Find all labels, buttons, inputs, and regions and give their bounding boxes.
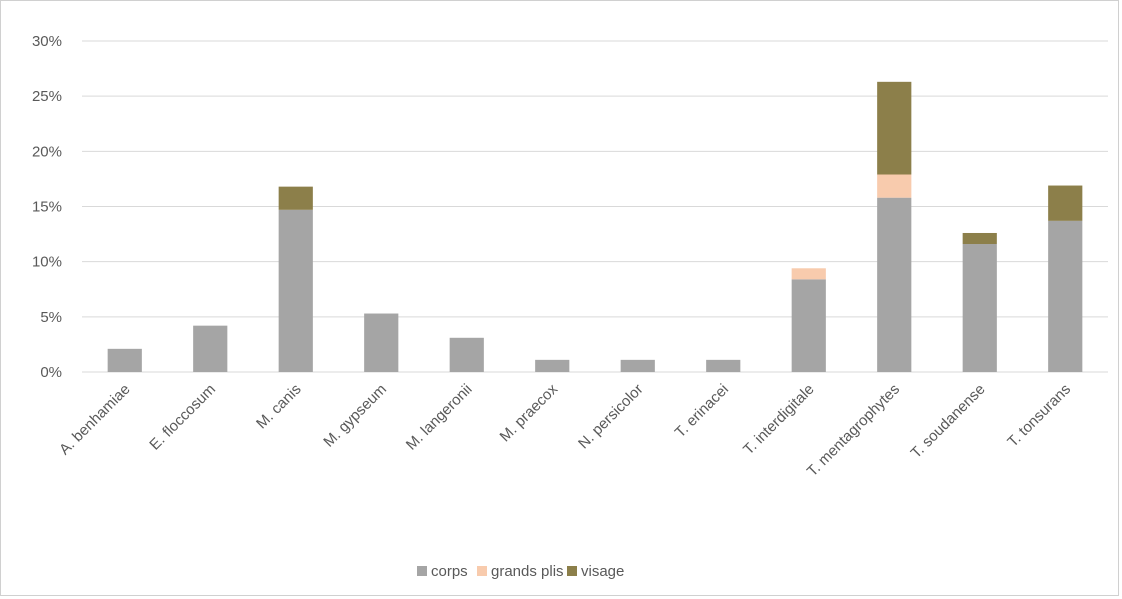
y-tick-label: 25% xyxy=(32,88,62,105)
bar-segment-corps xyxy=(535,359,570,372)
y-tick-label: 5% xyxy=(40,309,62,326)
bar-segment-corps xyxy=(107,348,142,372)
bar-segment-corps xyxy=(791,279,826,372)
y-tick-label: 10% xyxy=(32,254,62,271)
bar-segment-corps xyxy=(620,359,655,372)
bar-segment-visage xyxy=(278,186,313,210)
x-tick-label: N. persicolor xyxy=(575,381,647,453)
bar-segment-corps xyxy=(877,197,912,372)
bar-segment-corps xyxy=(449,337,484,372)
x-tick-label: T. erinacei xyxy=(672,381,732,441)
gridlines xyxy=(82,40,1108,373)
x-tick-label: M. canis xyxy=(253,381,305,433)
x-axis-labels: A. benhamiae E. floccosum M. canis M. gypse… xyxy=(56,380,1074,480)
x-tick-label: T. soudanense xyxy=(908,381,989,462)
y-tick-label: 0% xyxy=(40,364,62,381)
x-tick-label: E. floccosum xyxy=(146,381,219,454)
x-tick-label: M. langeronii xyxy=(403,381,476,454)
bar-segment-visage xyxy=(877,81,912,175)
y-axis-ticks: 0% 5% 10% 15% 20% 25% 30% xyxy=(32,33,62,381)
y-tick-label: 30% xyxy=(32,33,62,50)
bar-segment-corps xyxy=(962,244,997,372)
x-tick-label: T. tonsurans xyxy=(1004,381,1074,451)
x-tick-label: T. mentagrophytes xyxy=(804,381,903,480)
legend-swatch xyxy=(477,566,487,576)
legend: corps grands plis visage xyxy=(417,563,624,580)
bar-segment-corps xyxy=(278,209,313,372)
x-tick-label: M. gypseum xyxy=(320,381,390,451)
bar-segment-visage xyxy=(962,232,997,245)
bar-segment-corps xyxy=(706,359,741,372)
y-tick-label: 15% xyxy=(32,199,62,216)
bar-segment-corps xyxy=(364,313,399,372)
bar-segment-corps xyxy=(1048,220,1083,372)
x-tick-label: T. interdigitale xyxy=(740,381,817,458)
legend-label: visage xyxy=(581,563,624,580)
x-tick-label: A. benhamiae xyxy=(56,381,133,458)
bar-segment-grands-plis xyxy=(877,174,912,198)
legend-label: grands plis xyxy=(491,563,564,580)
y-tick-label: 20% xyxy=(32,143,62,160)
bar-segment-grands-plis xyxy=(791,268,826,280)
bar-segment-corps xyxy=(193,325,228,372)
legend-label: corps xyxy=(431,563,468,580)
legend-swatch xyxy=(567,566,577,576)
legend-swatch xyxy=(417,566,427,576)
bar-segment-visage xyxy=(1048,185,1083,221)
x-tick-label: M. praecox xyxy=(497,380,562,445)
bars xyxy=(107,81,1083,372)
